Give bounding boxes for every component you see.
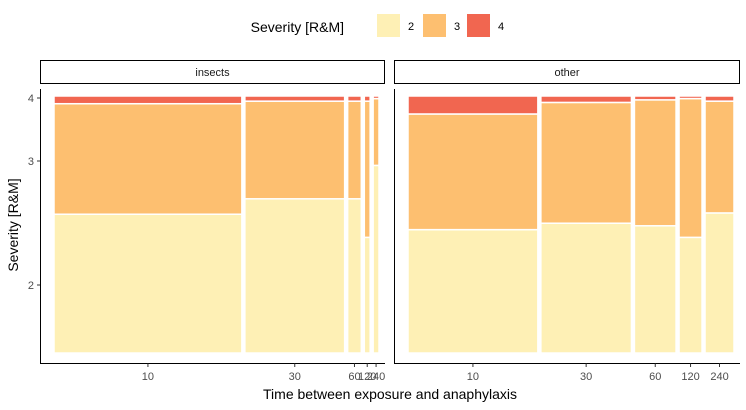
tile-10-4 — [53, 95, 243, 105]
tile-10-3 — [53, 102, 243, 215]
legend-label-4: 4 — [498, 21, 504, 33]
tile-240-3 — [704, 100, 735, 214]
tile-60-2 — [346, 198, 363, 354]
y-tick-label: 2 — [28, 280, 34, 292]
tile-30-3 — [540, 101, 633, 224]
tile-240-2 — [372, 164, 380, 354]
x-tick-label: 240 — [710, 371, 728, 383]
tile-30-2 — [540, 222, 633, 354]
legend-key-2 — [377, 14, 400, 37]
tile-60-4 — [633, 95, 677, 101]
tile-30-4 — [244, 95, 346, 102]
tile-240-4 — [704, 95, 735, 102]
x-tick-label: 30 — [289, 371, 301, 383]
x-tick-label: 240 — [367, 371, 385, 383]
tile-10-4 — [407, 95, 539, 115]
y-tick-label: 3 — [28, 156, 34, 168]
tile-60-3 — [633, 99, 677, 227]
legend-key-3 — [423, 14, 446, 37]
tile-240-4 — [372, 95, 380, 100]
tile-30-3 — [244, 100, 346, 200]
tile-120-2 — [678, 236, 703, 354]
strip-box — [394, 60, 740, 84]
x-axis-title: Time between exposure and anaphylaxis — [263, 386, 517, 402]
tile-30-4 — [540, 95, 633, 104]
strip-box — [40, 60, 385, 84]
tile-60-4 — [346, 95, 363, 102]
tile-60-2 — [633, 225, 677, 354]
strip-label-insects: insects — [195, 67, 230, 79]
legend: Severity [R&M] 2 3 4 — [251, 14, 504, 37]
tile-120-3 — [363, 100, 371, 239]
tile-120-3 — [678, 97, 703, 239]
tile-120-4 — [363, 95, 371, 102]
tile-240-3 — [372, 97, 380, 167]
tile-120-2 — [363, 236, 371, 354]
x-tick-label: 10 — [142, 371, 154, 383]
legend-label-3: 3 — [454, 21, 460, 33]
x-tick-label: 120 — [358, 371, 376, 383]
legend-key-4 — [467, 14, 490, 37]
tile-30-2 — [244, 198, 346, 354]
tile-10-3 — [407, 113, 539, 231]
legend-label-2: 2 — [408, 21, 414, 33]
y-axis-title: Severity [R&M] — [5, 178, 21, 271]
panel-insects: insects — [40, 60, 385, 354]
x-tick-label: 60 — [649, 371, 661, 383]
x-tick-label: 60 — [348, 371, 360, 383]
x-tick-label: 120 — [681, 371, 699, 383]
strip-label-other: other — [554, 67, 579, 79]
tile-10-2 — [407, 228, 539, 354]
tile-240-2 — [704, 212, 735, 354]
legend-title: Severity [R&M] — [251, 19, 344, 35]
panel-other: other — [394, 60, 740, 354]
tile-120-4 — [678, 95, 703, 100]
tile-10-2 — [53, 213, 243, 354]
x-tick-label: 10 — [467, 371, 479, 383]
x-tick-label: 30 — [580, 371, 592, 383]
y-tick-label: 4 — [28, 93, 34, 105]
tile-60-3 — [346, 100, 363, 200]
panels: insects other — [40, 60, 740, 354]
